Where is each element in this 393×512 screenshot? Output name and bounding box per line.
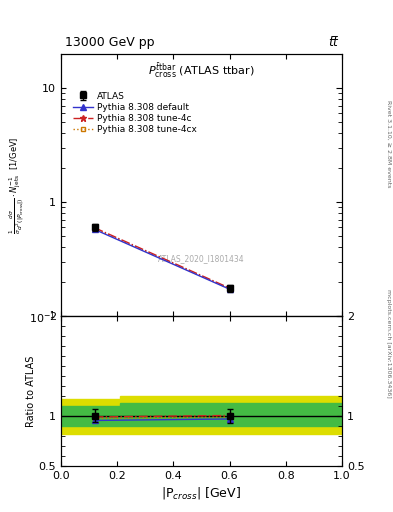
Polygon shape: [61, 396, 342, 434]
Legend: ATLAS, Pythia 8.308 default, Pythia 8.308 tune-4c, Pythia 8.308 tune-4cx: ATLAS, Pythia 8.308 default, Pythia 8.30…: [71, 90, 199, 136]
Y-axis label: $\frac{1}{\sigma}\frac{d\sigma}{d^2(|P_{\mathrm{cross}}|)}\cdot N_{\mathrm{jets}: $\frac{1}{\sigma}\frac{d\sigma}{d^2(|P_{…: [7, 136, 26, 233]
Text: ATLAS_2020_I1801434: ATLAS_2020_I1801434: [158, 254, 245, 263]
Y-axis label: Ratio to ATLAS: Ratio to ATLAS: [26, 355, 36, 426]
Polygon shape: [61, 403, 342, 426]
Text: mcplots.cern.ch [arXiv:1306.3436]: mcplots.cern.ch [arXiv:1306.3436]: [386, 289, 391, 397]
Text: 13000 GeV pp: 13000 GeV pp: [65, 36, 154, 49]
Text: $P_{\mathrm{cross}}^{\bar{t}\mathrm{tbar}}$ (ATLAS ttbar): $P_{\mathrm{cross}}^{\bar{t}\mathrm{tbar…: [148, 61, 255, 80]
Text: tt̅: tt̅: [328, 36, 338, 49]
X-axis label: |P$_{cross}$| [GeV]: |P$_{cross}$| [GeV]: [162, 485, 241, 501]
Text: Rivet 3.1.10, ≥ 2.8M events: Rivet 3.1.10, ≥ 2.8M events: [386, 100, 391, 187]
